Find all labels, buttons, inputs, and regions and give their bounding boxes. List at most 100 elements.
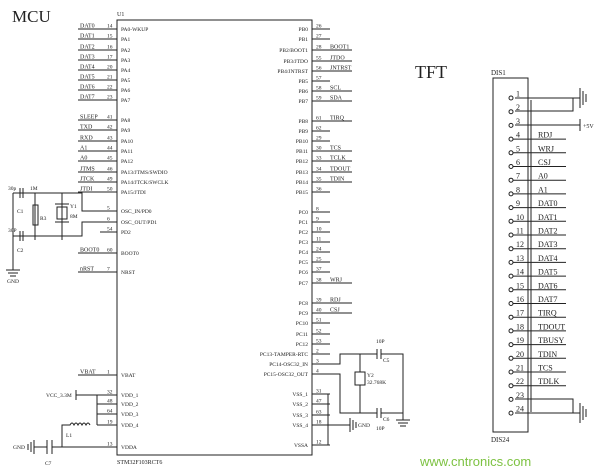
net-label: TCS [330,146,341,152]
connector-pin-number: 23 [516,391,524,400]
net-label: SLEEP [80,115,98,121]
mcu-pin-name: VDD_1 [121,393,139,399]
mcu-pin-number: 1 [107,370,110,376]
mcu-pin-number: 23 [107,95,113,101]
net-label: DAT1 [80,34,95,40]
mcu-pin-number: 50 [107,187,113,193]
connector-pin-number: 1 [516,90,520,99]
net-label: DAT6 [80,85,95,91]
connector-net-label: A1 [538,185,548,194]
c2-label: C2 [17,248,24,254]
mcu-pin-number: 41 [107,115,113,121]
connector-pin [508,410,514,416]
mcu-pin-number: 32 [107,390,113,396]
mcu-pin-number: 29 [316,136,322,142]
mcu-pin-name: PA7 [121,98,131,104]
mcu-pin-number: 62 [316,126,322,132]
connector-pin-number: 8 [516,185,520,194]
connector-pin [508,232,514,238]
connector-net-label: A0 [538,172,548,181]
connector-pin-number: 6 [516,158,520,167]
mcu-pin-name: VDD_4 [121,423,139,429]
tft-title: TFT [415,62,447,82]
mcu-pin-number: 52 [316,329,322,335]
net-label: SDA [330,96,343,102]
connector-pin [508,191,514,197]
mcu-pin-number: 3 [316,359,319,365]
c5-value: 10P [376,339,385,345]
mcu-pin-number: 39 [316,298,322,304]
mcu-pin-name: PB14 [296,180,308,186]
lse-oscillator-circuit: 10P C5 Y2 32.768K C6 10P [312,339,410,432]
connector-net-label: TCS [538,364,553,373]
mcu-pin-name: PC12 [296,342,308,348]
mcu-pin-name: VSSA [294,443,308,449]
connector-pin [508,287,514,293]
connector-net-label: TDOUT [538,322,565,331]
connector-pin-number: 13 [516,254,524,263]
connector-pin-number: 17 [516,309,524,318]
connector-pin-number: 9 [516,199,520,208]
connector-net-label: RDJ [538,131,552,140]
c1-value: 30p [8,186,17,192]
net-label: TDIN [330,177,345,183]
mcu-pin-name: PC1 [299,220,309,226]
mcu-pin-name: PA6 [121,88,131,94]
net-label: TXD [80,125,93,131]
c2-value: 30P [8,228,17,234]
connector-net-label: DAT1 [538,213,558,222]
mcu-pin-number: 49 [107,177,113,183]
mcu-pin-number: 24 [316,247,322,253]
mcu-pin-name: PA14/JTCK/SWCLK [121,180,169,186]
mcu-pin-name: VSS_4 [292,423,308,429]
connector-ref-top: DIS1 [491,69,506,77]
mcu-pin-number: 43 [107,136,113,142]
mcu-pin-number: 17 [107,55,113,61]
mcu-pin-number: 46 [107,167,113,173]
mcu-pin-name: VSS_3 [292,413,308,419]
mcu-pin-number: 37 [316,267,322,273]
mcu-pin-number: 34 [316,167,322,173]
net-label: A1 [80,146,87,152]
net-label: TIRQ [330,116,345,122]
net-label: BOOT0 [80,248,99,254]
mcu-pin-name: PA3 [121,58,131,64]
c5-label: C5 [383,358,390,364]
mcu-pin-number: 60 [107,248,113,254]
mcu-pin-number: 45 [107,156,113,162]
net-label: DAT5 [80,75,95,81]
vss-ground: GND [312,394,370,445]
connector-pin [508,369,514,375]
connector-net-label: TBUSY [538,336,564,345]
mcu-pin-number: 51 [316,318,322,324]
crystal-y1 [56,206,68,220]
gnd-label: GND [7,279,19,285]
mcu-pin-number: 27 [316,34,322,40]
mcu-part: STM32F103RCT6 [117,460,162,466]
net-label: VBAT [80,370,96,376]
mcu-pin-number: 20 [107,65,113,71]
mcu-pin-name: PB11 [296,149,308,155]
connector-pin-number: 4 [516,131,520,140]
connector-net-label: DAT6 [538,281,558,290]
connector-pin-number: 2 [516,103,520,112]
mcu-pin-number: 8 [316,207,319,213]
mcu-pin-number: 6 [107,217,110,223]
mcu-pin-number: 57 [316,76,322,82]
mcu-pin-number: 55 [316,56,322,62]
connector-pin [508,246,514,252]
mcu-chip-body [116,19,313,456]
r3-label: R3 [40,216,47,222]
c7-label: C7 [45,461,52,467]
connector-pin-number: 7 [516,172,520,181]
mcu-pin-name: PA9 [121,128,131,134]
net-label: BOOT1 [330,45,349,51]
mcu-pin-number: 30 [316,146,322,152]
mcu-pin-name: PC5 [299,260,309,266]
mcu-pin-name: BOOT0 [121,251,139,257]
mcu-pin-number: 16 [107,45,113,51]
mcu-pin-name: PB0 [299,27,309,33]
mcu-pin-number: 58 [316,86,322,92]
mcu-pin-name: PA0-WKUP [121,27,148,33]
connector-pin [508,396,514,402]
